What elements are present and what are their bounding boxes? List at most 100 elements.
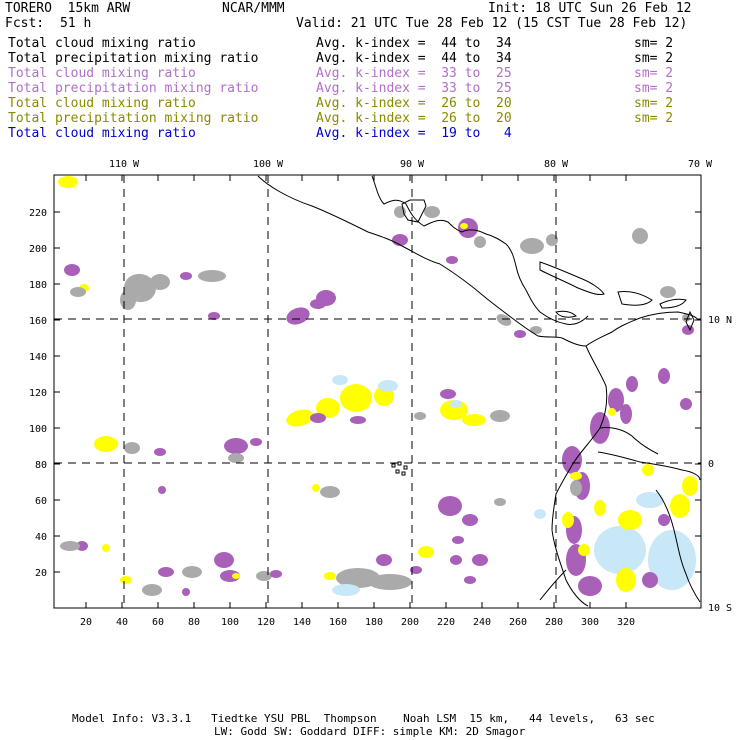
x-tick-label: 320 bbox=[617, 617, 635, 628]
legend-sm: sm= 2 bbox=[634, 96, 674, 111]
forecast-hours: 51 h bbox=[60, 16, 92, 31]
legend-field: Total precipitation mixing ratio bbox=[8, 111, 259, 126]
gray-cell bbox=[660, 286, 676, 298]
y-tick-label: 220 bbox=[29, 208, 47, 219]
x-tick-label: 160 bbox=[329, 617, 347, 628]
coast-south bbox=[539, 569, 567, 601]
gray-cell bbox=[70, 287, 86, 297]
gray-cell bbox=[570, 480, 582, 496]
yellow-cell bbox=[58, 176, 78, 188]
x-tick-label: 60 bbox=[152, 617, 164, 628]
gray-cell bbox=[632, 228, 648, 244]
y-tick-label: 160 bbox=[29, 316, 47, 327]
purple-cell bbox=[472, 554, 488, 566]
legend-sm: sm= 2 bbox=[634, 36, 674, 51]
legend-index: Avg. k-index = 44 to 34 bbox=[316, 51, 512, 66]
gray-cell bbox=[60, 541, 80, 551]
gray-cell bbox=[530, 326, 542, 334]
x-tick-label: 220 bbox=[437, 617, 455, 628]
organization: NCAR/MMM bbox=[222, 1, 285, 16]
y-tick-label: 100 bbox=[29, 424, 47, 435]
purple-cell bbox=[462, 514, 478, 526]
y-tick-label: 200 bbox=[29, 244, 47, 255]
yucatan-coast bbox=[371, 175, 507, 245]
y-tick-labels: 20 40 60 80 100 120 140 160 180 200 220 bbox=[29, 208, 47, 579]
purple-cell bbox=[310, 299, 326, 309]
lightblue-cell bbox=[378, 380, 398, 392]
lightblue-cell bbox=[534, 509, 546, 519]
y-tick-label: 40 bbox=[35, 532, 47, 543]
gray-cell bbox=[120, 290, 136, 310]
purple-cell bbox=[310, 413, 326, 423]
lon-label: 110 W bbox=[109, 159, 140, 170]
y-tick-label: 120 bbox=[29, 388, 47, 399]
legend-field: Total cloud mixing ratio bbox=[8, 66, 196, 81]
yellow-cell bbox=[578, 544, 590, 556]
y-tick-label: 80 bbox=[35, 460, 47, 471]
purple-cell bbox=[410, 566, 422, 574]
longitude-labels: 110 W 100 W 90 W 80 W 70 W bbox=[109, 159, 713, 170]
yellow-cell bbox=[102, 544, 110, 552]
purple-cell bbox=[158, 486, 166, 494]
x-tick-label: 80 bbox=[188, 617, 200, 628]
x-tick-label: 20 bbox=[80, 617, 92, 628]
lightblue-cell bbox=[648, 530, 696, 590]
y-tick-label: 20 bbox=[35, 568, 47, 579]
x-tick-label: 140 bbox=[293, 617, 311, 628]
lightblue-cell bbox=[332, 375, 348, 385]
mexico-coast bbox=[257, 175, 441, 265]
legend-index: Avg. k-index = 33 to 25 bbox=[316, 81, 512, 96]
yellow-cell bbox=[462, 414, 486, 426]
legend-field: Total cloud mixing ratio bbox=[8, 36, 196, 51]
lon-label: 100 W bbox=[253, 159, 284, 170]
cuba-island bbox=[539, 261, 605, 295]
valid-time: Valid: 21 UTC Tue 28 Feb 12 (15 CST Tue … bbox=[296, 16, 688, 31]
yellow-cell bbox=[570, 472, 582, 480]
purple-cell bbox=[76, 541, 88, 551]
yellow-cell bbox=[324, 572, 336, 580]
jamaica-island bbox=[555, 310, 577, 318]
purple-cell bbox=[270, 570, 282, 578]
purple-cell bbox=[180, 272, 192, 280]
x-tick-label: 280 bbox=[545, 617, 563, 628]
lightblue-cell bbox=[450, 400, 462, 408]
model-title: TORERO 15km ARW bbox=[5, 1, 131, 16]
purple-cell bbox=[562, 446, 582, 474]
yellow-cell bbox=[286, 409, 314, 427]
y-tick-label: 180 bbox=[29, 280, 47, 291]
gray-cell bbox=[490, 410, 510, 422]
hispaniola-island bbox=[617, 291, 653, 306]
forecast-label: Fcst: bbox=[5, 16, 45, 31]
gray-cell bbox=[150, 274, 170, 290]
physics-info: LW: Godd SW: Goddard DIFF: simple KM: 2D… bbox=[214, 725, 526, 738]
lon-label: 90 W bbox=[400, 159, 425, 170]
yellow-cell bbox=[642, 464, 654, 476]
gray-cell bbox=[520, 238, 544, 254]
x-tick-label: 260 bbox=[509, 617, 527, 628]
gulf-coast bbox=[401, 199, 427, 223]
legend-field: Total precipitation mixing ratio bbox=[8, 81, 259, 96]
central-america-pacific bbox=[439, 263, 563, 339]
purple-cell bbox=[154, 448, 166, 456]
purple-cell bbox=[438, 496, 462, 516]
purple-cell bbox=[658, 514, 670, 526]
yellow-cell bbox=[94, 436, 118, 452]
x-tick-label: 120 bbox=[257, 617, 275, 628]
lon-label: 80 W bbox=[544, 159, 569, 170]
gray-cell bbox=[182, 566, 202, 578]
yellow-cell bbox=[618, 510, 642, 530]
latitude-labels: 10 N 0 10 S bbox=[708, 315, 732, 614]
purple-cell bbox=[578, 576, 602, 596]
lightblue-cell bbox=[332, 584, 360, 596]
purple-cell bbox=[286, 307, 310, 325]
interior-border bbox=[655, 489, 701, 603]
gray-cell bbox=[546, 234, 558, 246]
purple-cell bbox=[680, 398, 692, 410]
gray-cell bbox=[474, 236, 486, 248]
gray-cell bbox=[256, 571, 272, 581]
yellow-cell bbox=[312, 484, 320, 492]
yellow-cell bbox=[418, 546, 434, 558]
purple-cell bbox=[626, 376, 638, 392]
legend-index: Avg. k-index = 26 to 20 bbox=[316, 96, 512, 111]
legend-field: Total precipitation mixing ratio bbox=[8, 51, 259, 66]
